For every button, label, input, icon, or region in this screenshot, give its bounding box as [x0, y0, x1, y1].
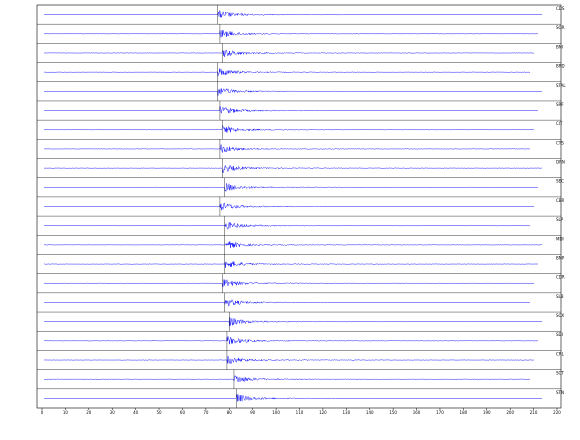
waveform [43, 183, 538, 192]
waveform [43, 336, 539, 345]
station-label: BRD [556, 64, 565, 69]
waveform [43, 241, 543, 249]
station-label: CDR [556, 275, 565, 280]
waveform [44, 221, 531, 230]
waveform [43, 261, 539, 268]
x-tick-label: 60 [180, 410, 186, 415]
x-tick-label: 200 [506, 410, 514, 415]
station-label: SDI [556, 332, 563, 337]
station-label: STAL [556, 83, 566, 88]
station-label: BNP [556, 255, 565, 260]
station-label: DRN [556, 160, 565, 165]
x-tick-label: 220 [553, 410, 561, 415]
waveform [43, 125, 535, 133]
station-label: SLP [556, 217, 564, 222]
waveform [43, 68, 531, 77]
waveform [43, 299, 531, 307]
x-tick-label: 170 [436, 410, 444, 415]
waveform [43, 394, 543, 402]
x-tick-label: 20 [86, 410, 92, 415]
x-tick-label: 160 [413, 410, 421, 415]
station-label: SLB [556, 294, 564, 299]
waveform [43, 29, 539, 38]
x-tick-label: 0 [41, 410, 44, 415]
x-tick-label: 190 [483, 410, 491, 415]
waveform [43, 49, 535, 57]
waveform [43, 356, 535, 365]
station-label: CDS [556, 6, 565, 11]
x-tick-label: 80 [227, 410, 233, 415]
waveform [43, 105, 539, 114]
plot-frame [36, 4, 562, 409]
x-tick-label: 100 [272, 410, 280, 415]
waveform [43, 317, 543, 327]
x-tick-label: 180 [460, 410, 468, 415]
station-label: SOR [556, 25, 565, 30]
x-tick-label: 140 [366, 410, 374, 415]
waveform [43, 88, 543, 96]
waveform [43, 10, 543, 18]
waveform [43, 202, 534, 211]
waveform [43, 164, 543, 173]
station-label: SCT [556, 371, 564, 376]
station-label: STN [556, 390, 564, 395]
station-label: MDI [556, 236, 564, 241]
station-label: SCX [556, 313, 564, 318]
station-label: CTS [556, 140, 564, 145]
waveform [43, 144, 531, 153]
station-label: SRF [556, 102, 564, 107]
x-tick-label: 210 [530, 410, 538, 415]
station-label: CBR [556, 198, 565, 203]
x-tick-label: 30 [110, 410, 116, 415]
x-tick-label: 110 [296, 410, 304, 415]
station-label: SEC [556, 179, 564, 184]
waveform [43, 374, 531, 383]
x-tick-label: 10 [63, 410, 69, 415]
x-tick-label: 40 [133, 410, 139, 415]
waveform [43, 279, 535, 287]
x-tick-label: 50 [156, 410, 162, 415]
x-tick-label: 150 [389, 410, 397, 415]
station-label: CIT [556, 121, 563, 126]
x-tick-label: 120 [319, 410, 327, 415]
x-tick-label: 90 [250, 410, 256, 415]
station-label: BNI [556, 44, 563, 49]
station-label: CRL [556, 351, 565, 356]
x-tick-label: 130 [342, 410, 350, 415]
x-tick-label: 70 [203, 410, 209, 415]
